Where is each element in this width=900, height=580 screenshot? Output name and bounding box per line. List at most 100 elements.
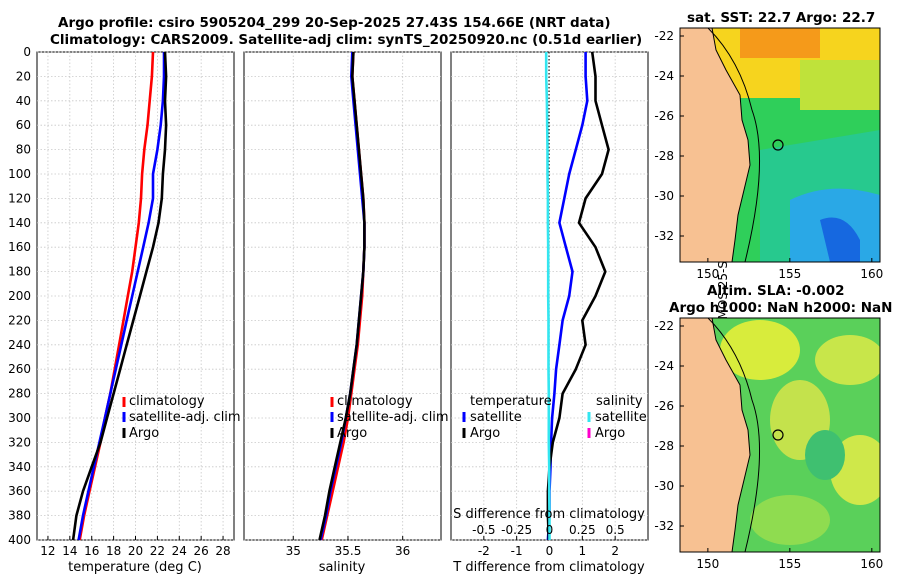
s-difference-tick-labels: -0.5 -0.25 0 0.25 0.5 [472,523,625,537]
title-line-2: Climatology: CARS2009. Satellite-adj cli… [50,32,643,48]
depth-tick-label: 120 [8,191,31,205]
map2-title-2: Argo h1000: NaN h2000: NaN [669,300,893,316]
series-line-t-argo [546,51,610,541]
depth-tick-label: 340 [8,460,31,474]
salinity-panel: 35 35.5 36 salinity climatology satellite-… [243,51,449,575]
series-line-s-satellite [544,52,551,540]
depth-tick-label: 0 [23,45,31,59]
sst-coldest-region [820,217,860,262]
legend-t-argo-label: Argo [470,426,500,441]
depth-tick-label: 40 [16,94,31,108]
temperature-tick-labels: 12 14 16 18 20 22 24 26 28 [40,536,231,558]
map1-title: sat. SST: 22.7 Argo: 22.7 [687,10,876,26]
legend-argo-label: Argo [337,426,367,441]
temperature-grid [37,51,234,541]
x-tick-label: -1 [511,544,523,558]
depth-tick-label: 80 [16,143,31,157]
salinity-legend: climatology satellite-adj. clim Argo [330,394,449,441]
x-tick-label: 18 [106,544,121,558]
depth-tick-label: 320 [8,435,31,449]
title-line-1: Argo profile: csiro 5905204_299 20-Sep-2… [58,15,611,31]
x-tick-label: 22 [150,544,165,558]
salinity-grid [244,51,441,541]
t-difference-xlabel: T difference from climatology [452,560,645,575]
sst-warm-east [800,60,880,110]
map-y-tick-label: -24 [654,69,674,83]
x-tick-label: 14 [62,544,77,558]
map-y-tick-label: -30 [654,479,674,493]
series-line-argo [71,51,168,541]
x-tick-label: 12 [40,544,55,558]
depth-tick-label: 240 [8,338,31,352]
sst-map-image [680,28,880,262]
x-tick-label: 2 [611,544,619,558]
legend-satellite-label: satellite-adj. clim [337,410,449,425]
map-x-tick-label: 150 [696,557,719,571]
sla-map-image [680,318,880,552]
x-tick-label: 24 [172,544,187,558]
x-tick-label: 28 [215,544,230,558]
x-tick-label: 36 [395,544,410,558]
map-x-tick-label: 155 [778,267,801,281]
depth-tick-label: 160 [8,240,31,254]
depth-tick-label: 100 [8,167,31,181]
map-y-tick-label: -24 [654,359,674,373]
x-tick-label: 35.5 [335,544,362,558]
s-difference-tick-label: 0 [546,523,554,537]
sst-map-tick-labels: 150 155 160 -22 -24 -26 -28 -30 -32 [654,29,883,281]
sst-map: 150 155 160 -22 -24 -26 -28 -30 -32 [654,27,883,281]
map-x-tick-label: 155 [778,557,801,571]
sla-contour [707,318,760,552]
legend-climatology-label: climatology [129,394,205,409]
legend-argo-label: Argo [129,426,159,441]
difference-legend: temperature satellite Argo salinity sate… [462,394,647,441]
map-x-tick-label: 160 [860,267,883,281]
depth-tick-label: 60 [16,118,31,132]
temperature-legend: climatology satellite-adj. clim Argo [122,394,241,441]
depth-tick-label: 400 [8,533,31,547]
depth-tick-label: 360 [8,484,31,498]
sst-contour [707,28,760,262]
salinity-tick-labels: 35 35.5 36 [286,536,410,558]
legend-salinity-title: salinity [596,394,643,409]
depth-tick-labels: 0 20 40 60 80 100 120 140 160 180 200 220 240 260 280 3… [8,45,31,547]
depth-tick-label: 220 [8,313,31,327]
sla-map-tick-labels: 150 155 160 -22 -24 -26 -28 -30 -32 [654,319,883,571]
map-y-tick-label: -28 [654,149,674,163]
legend-t-satellite-label: satellite [470,410,522,425]
s-difference-tick-label: 0.5 [606,523,625,537]
map-x-tick-label: 160 [860,557,883,571]
map-y-tick-label: -26 [654,399,674,413]
difference-series [544,51,610,541]
s-difference-tick-label: -0.25 [501,523,532,537]
map-y-tick-label: -28 [654,439,674,453]
sla-land [680,318,751,552]
sst-argo-location-icon [772,139,784,151]
x-tick-label: -2 [478,544,490,558]
legend-satellite-label: satellite-adj. clim [129,410,241,425]
x-tick-label: 35 [286,544,301,558]
map-y-tick-label: -32 [654,519,674,533]
depth-tick-label: 300 [8,411,31,425]
depth-tick-label: 380 [8,509,31,523]
legend-s-satellite-label: satellite [595,410,647,425]
map-y-tick-label: -30 [654,189,674,203]
legend-s-argo-label: Argo [595,426,625,441]
depth-tick-label: 180 [8,265,31,279]
sla-low-1 [805,430,845,480]
series-line-argo [318,51,366,541]
s-difference-tick-label: -0.5 [472,523,495,537]
legend-temperature-title: temperature [470,394,552,409]
x-tick-label: 20 [128,544,143,558]
temperature-xlabel: temperature (deg C) [68,560,202,575]
salinity-series [318,51,366,541]
x-tick-label: 16 [84,544,99,558]
depth-tick-label: 260 [8,362,31,376]
depth-tick-label: 280 [8,387,31,401]
sst-land [680,28,751,262]
map-y-tick-label: -32 [654,229,674,243]
x-tick-label: 26 [194,544,209,558]
salinity-xlabel: salinity [319,560,366,575]
depth-tick-label: 200 [8,289,31,303]
